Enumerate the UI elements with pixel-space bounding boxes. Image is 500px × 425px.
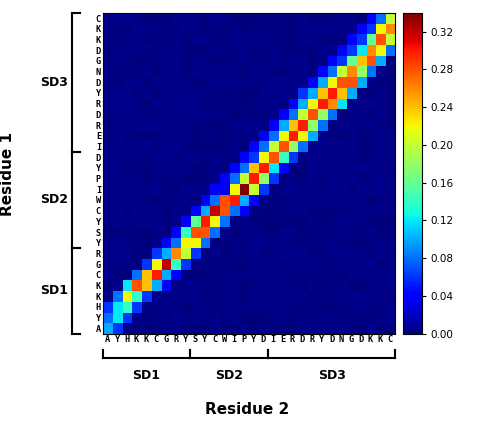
Text: SD1: SD1 (40, 284, 68, 297)
Text: SD3: SD3 (40, 76, 68, 89)
Text: SD1: SD1 (132, 369, 160, 382)
Text: SD2: SD2 (40, 193, 68, 207)
Text: Residue 1: Residue 1 (0, 132, 15, 216)
Text: Residue 2: Residue 2 (206, 402, 290, 416)
Text: SD2: SD2 (215, 369, 243, 382)
Text: SD3: SD3 (318, 369, 345, 382)
